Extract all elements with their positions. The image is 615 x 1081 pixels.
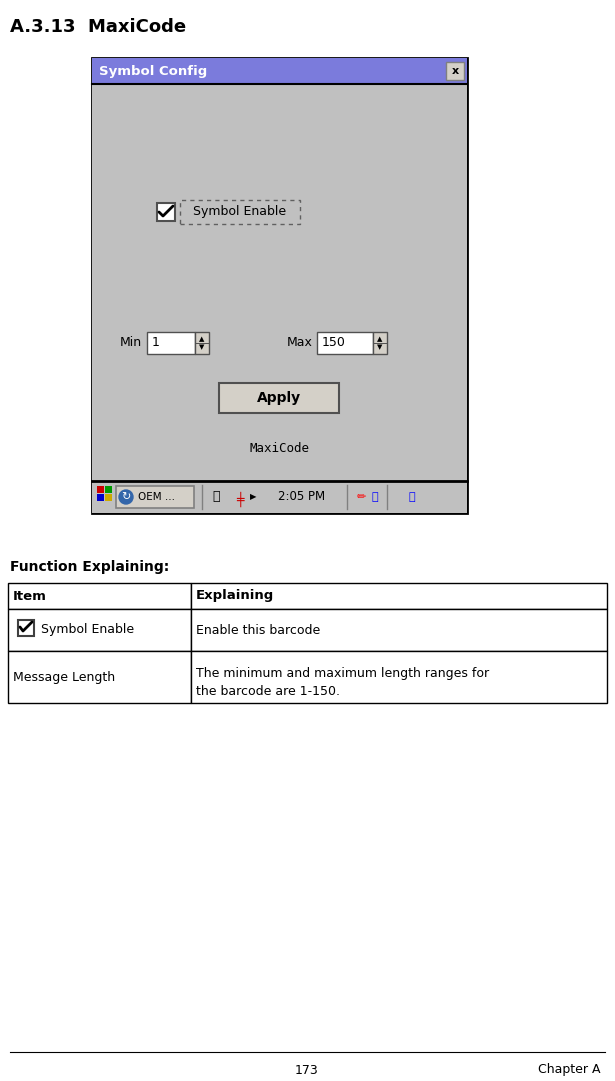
Bar	[92, 481, 467, 513]
Text: ▼: ▼	[199, 344, 205, 350]
Text: ✏: ✏	[356, 492, 366, 502]
Bar	[219, 383, 339, 413]
Text: Item: Item	[13, 589, 47, 602]
Bar	[18, 620, 34, 636]
Text: Message Length: Message Length	[13, 670, 115, 683]
Bar	[92, 84, 467, 481]
Text: 150: 150	[322, 336, 346, 349]
Text: 🌐: 🌐	[212, 491, 220, 504]
Text: Explaining: Explaining	[196, 589, 274, 602]
Text: the barcode are 1-150.: the barcode are 1-150.	[196, 685, 340, 698]
Text: ▶: ▶	[250, 493, 256, 502]
Bar	[446, 62, 464, 80]
Text: A.3.13  MaxiCode: A.3.13 MaxiCode	[10, 18, 186, 36]
Text: ╪: ╪	[236, 491, 244, 507]
Text: ▲: ▲	[199, 336, 205, 342]
Text: OEM ...: OEM ...	[138, 492, 175, 502]
Text: MaxiCode: MaxiCode	[250, 441, 309, 454]
Bar	[8, 609, 191, 651]
Text: Min: Min	[120, 336, 142, 349]
Text: 2:05 PM: 2:05 PM	[279, 491, 325, 504]
Text: Symbol Config: Symbol Config	[99, 65, 207, 78]
Text: 🖥: 🖥	[409, 492, 415, 502]
Bar	[8, 583, 191, 609]
Bar	[97, 486, 104, 493]
Text: Max: Max	[287, 336, 313, 349]
Bar	[317, 332, 373, 353]
Bar	[8, 651, 191, 703]
Text: Enable this barcode: Enable this barcode	[196, 624, 320, 637]
Text: The minimum and maximum length ranges for: The minimum and maximum length ranges fo…	[196, 667, 489, 680]
Text: Symbol Enable: Symbol Enable	[194, 205, 287, 218]
Bar	[191, 609, 607, 651]
Bar	[92, 58, 467, 84]
Text: x: x	[451, 66, 459, 76]
Text: ▼: ▼	[378, 344, 383, 350]
Bar	[191, 651, 607, 703]
Bar	[97, 494, 104, 501]
Bar	[105, 486, 112, 493]
Text: 🗂: 🗂	[371, 492, 378, 502]
Bar	[147, 332, 195, 353]
Text: 1: 1	[152, 336, 160, 349]
Text: ▲: ▲	[378, 336, 383, 342]
Bar	[157, 203, 175, 221]
Bar	[195, 332, 209, 353]
Text: Symbol Enable: Symbol Enable	[41, 624, 134, 637]
Bar	[373, 332, 387, 353]
Text: ↻: ↻	[121, 492, 130, 502]
Bar	[191, 583, 607, 609]
Text: 173: 173	[295, 1064, 319, 1077]
Bar	[105, 494, 112, 501]
Text: Chapter A: Chapter A	[538, 1064, 600, 1077]
Circle shape	[119, 490, 133, 504]
Text: Function Explaining:: Function Explaining:	[10, 560, 169, 574]
Text: Apply: Apply	[257, 391, 301, 405]
Bar	[92, 58, 467, 513]
Bar	[116, 486, 194, 508]
Bar	[180, 200, 300, 224]
